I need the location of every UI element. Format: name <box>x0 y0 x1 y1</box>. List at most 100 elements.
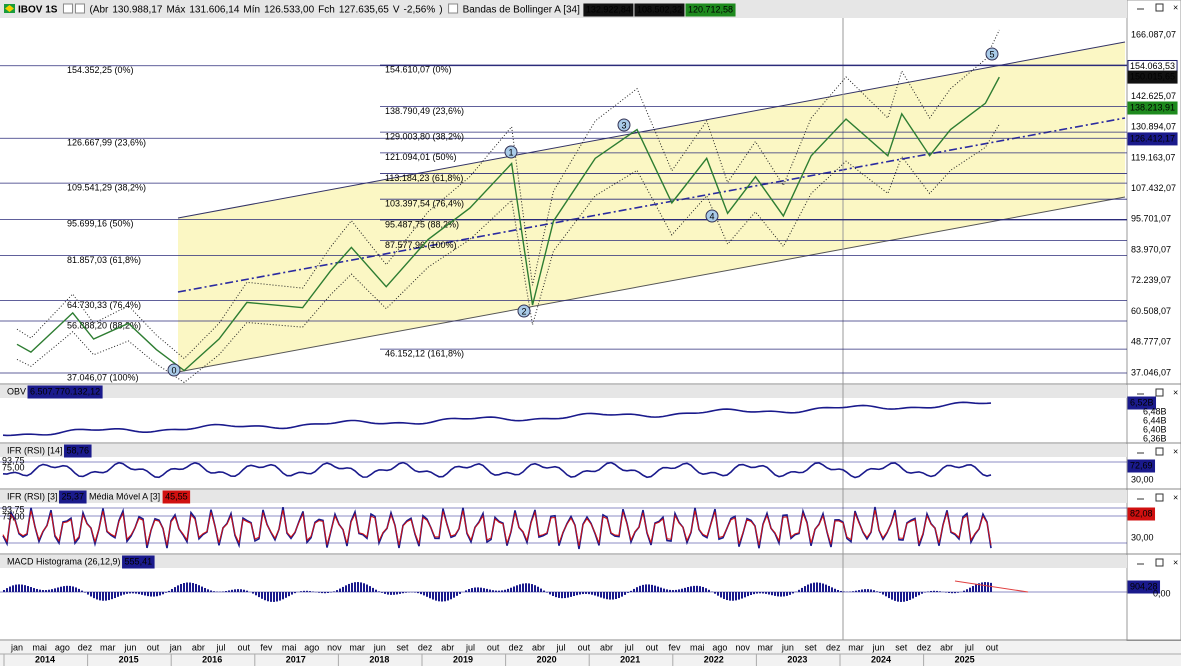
maximize-button[interactable] <box>1155 558 1164 567</box>
macd-bar <box>324 592 326 594</box>
rsi-badge-bg <box>1127 459 1156 473</box>
macd-bar <box>990 582 992 592</box>
month-label: out <box>986 642 999 652</box>
macd-bar <box>93 592 95 599</box>
settings-icon[interactable] <box>62 3 73 14</box>
wave-marker <box>617 118 631 132</box>
panel-value-bg <box>59 490 87 504</box>
price-badge-bg <box>1127 70 1178 84</box>
close-button[interactable]: × <box>1173 2 1178 12</box>
macd-bar <box>3 589 5 592</box>
panel-value-bg <box>162 490 191 504</box>
macd-bar <box>615 592 617 600</box>
settings-icon[interactable] <box>74 3 85 14</box>
maximize-button[interactable] <box>1155 388 1164 397</box>
macd-bar <box>210 590 212 592</box>
macd-bar <box>870 589 872 592</box>
macd-bar <box>654 585 656 592</box>
macd-bar <box>540 588 542 592</box>
macd-bar <box>807 584 809 592</box>
year-label: 2021 <box>620 654 640 664</box>
fib-mid-label: 129.003,80 (38,2%) <box>385 132 464 142</box>
macd-bar <box>345 585 347 592</box>
fib-mid-label: 138.790,49 (23,6%) <box>385 106 464 116</box>
year-label: 2019 <box>453 654 473 664</box>
macd-bar <box>39 589 41 592</box>
obv-tick-label: 6,36B <box>1143 433 1167 443</box>
price-tick-label: 48.777,07 <box>1131 337 1171 347</box>
month-label: jan <box>169 642 182 652</box>
macd-bar <box>483 588 485 592</box>
close-button[interactable]: × <box>1173 387 1178 397</box>
macd-bar <box>267 592 269 602</box>
price-tick-label: 95.701,07 <box>1131 214 1171 224</box>
macd-bar <box>6 588 8 592</box>
macd-bar <box>327 592 329 594</box>
macd-bar <box>705 588 707 592</box>
macd-bar <box>576 592 578 596</box>
macd-bar <box>900 592 902 602</box>
obv-tick-label: 6,40B <box>1143 424 1167 434</box>
macd-bar <box>648 584 650 592</box>
panel-title: Média Móvel A [3] <box>89 491 160 501</box>
macd-bar <box>300 591 302 592</box>
panel-value: 45,55 <box>165 491 188 501</box>
price-tick-label: 119.163,07 <box>1131 152 1175 162</box>
macd-bar <box>687 587 689 592</box>
maximize-button[interactable] <box>1155 3 1164 12</box>
macd-bar <box>828 585 830 592</box>
close-button[interactable]: × <box>1173 557 1178 567</box>
macd-bar <box>678 589 680 592</box>
macd-bar <box>636 587 638 592</box>
header-change_label: V <box>393 5 400 16</box>
year-label: 2024 <box>871 654 891 664</box>
macd-bar <box>906 592 908 602</box>
macd-bar <box>717 592 719 596</box>
macd-bar <box>342 586 344 592</box>
close-button[interactable]: × <box>1173 492 1178 502</box>
settings-icon[interactable] <box>448 3 459 14</box>
close-button[interactable]: × <box>1173 446 1178 456</box>
macd-bar <box>357 582 359 592</box>
month-label: mai <box>32 642 47 652</box>
panel-title: OBV <box>7 386 26 396</box>
macd-bar <box>951 592 953 594</box>
macd-bar <box>186 582 188 592</box>
maximize-button[interactable] <box>1155 493 1164 502</box>
month-label: ago <box>304 642 319 652</box>
rsi-level-label: 93,75 <box>2 455 25 465</box>
macd-bar <box>987 582 989 592</box>
macd-bar <box>48 589 50 592</box>
macd-bar <box>546 592 548 593</box>
panel-header <box>0 490 1127 503</box>
macd-bar <box>567 592 569 598</box>
macd-bar <box>858 590 860 592</box>
macd-bar <box>612 592 614 600</box>
header-low_label: Mín <box>243 5 260 16</box>
month-label: mar <box>100 642 116 652</box>
macd-bar <box>78 588 80 592</box>
macd-bar <box>477 587 479 592</box>
wave-label: 3 <box>621 120 626 130</box>
macd-bar <box>954 592 956 594</box>
maximize-button[interactable] <box>1155 447 1164 456</box>
macd-bar <box>834 588 836 592</box>
macd-bar <box>948 592 950 593</box>
macd-bar <box>447 592 449 601</box>
macd-bar <box>699 586 701 592</box>
macd-bar <box>969 587 971 592</box>
macd-bar <box>897 592 899 602</box>
month-label: out <box>147 642 160 652</box>
panel-title: IFR (RSI) [14] <box>7 445 63 455</box>
macd-bar <box>804 586 806 592</box>
rsi-badge: 72,69 <box>1130 460 1153 470</box>
macd-bar <box>393 592 395 595</box>
macd-bar <box>420 592 422 595</box>
macd-bar <box>645 584 647 592</box>
macd-bar <box>453 592 455 598</box>
macd-bar <box>480 587 482 592</box>
macd-bar <box>558 592 560 598</box>
macd-bar <box>42 590 44 592</box>
macd-bar <box>87 592 89 595</box>
month-label: out <box>578 642 591 652</box>
